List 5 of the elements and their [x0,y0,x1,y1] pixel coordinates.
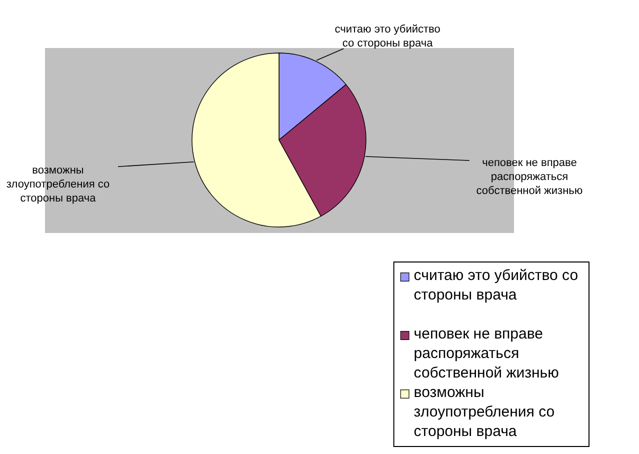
slice-label: чеповек не вправе распоряжаться собственной жизнью [476,156,583,197]
slice-label: считаю это убийство со стороны врача [334,24,440,50]
legend-label: возможны злоупотребления со стороны врача [414,384,555,440]
slice-label: возможны злоупотребления со стороны врача [6,164,110,204]
legend-label: считаю это убийство со стороны врача [414,267,578,304]
